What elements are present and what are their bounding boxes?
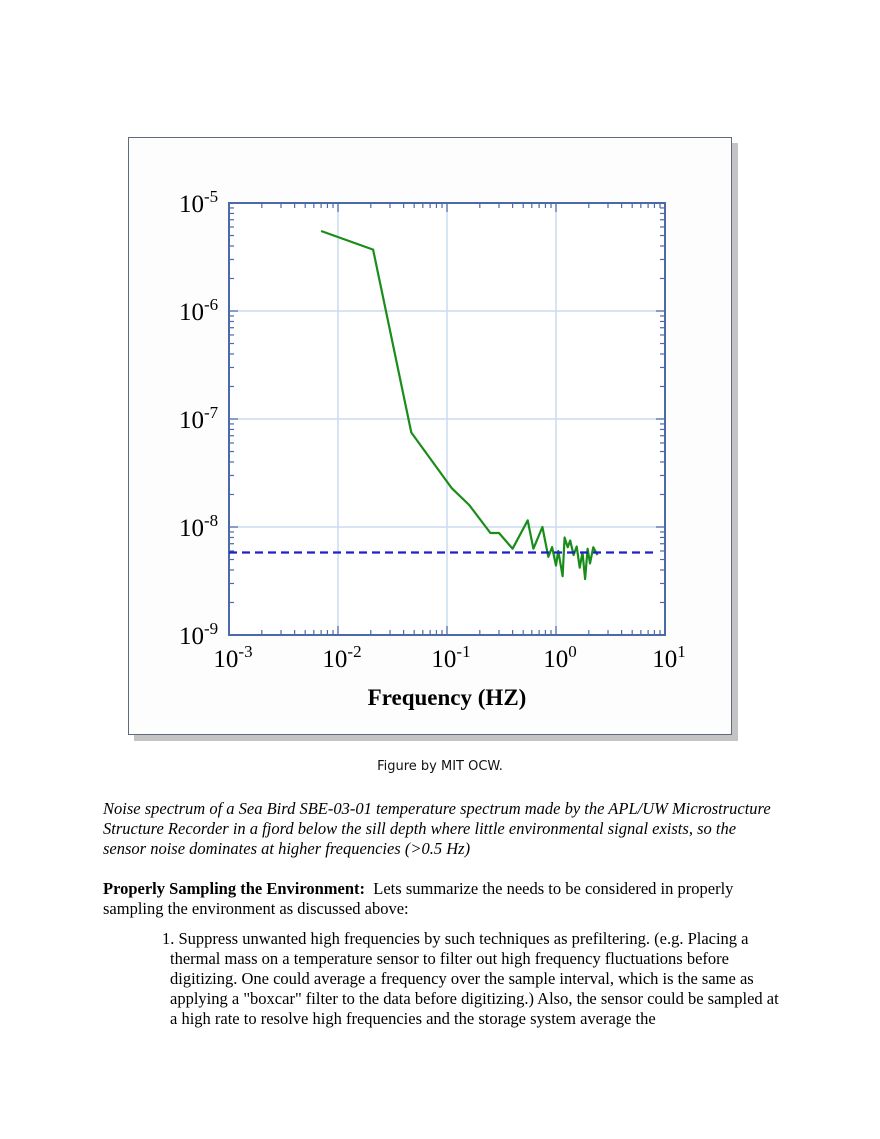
- tick-label-exponent: -7: [204, 403, 219, 422]
- section-paragraph: Properly Sampling the Environment: Lets …: [103, 879, 793, 919]
- tick-label-base: 10: [543, 646, 568, 673]
- tick-label-base: 10: [179, 623, 204, 650]
- tick-label-base: 10: [179, 191, 204, 218]
- tick-label-exponent: -9: [204, 619, 218, 638]
- section-intro: Lets summarize the needs to be considere…: [103, 879, 734, 918]
- list-item-text: Suppress unwanted high frequencies by su…: [170, 929, 779, 1028]
- x-tick-label: 10-3: [213, 642, 252, 673]
- figure-caption: Noise spectrum of a Sea Bird SBE-03-01 t…: [103, 799, 771, 858]
- list-item-number: 1.: [162, 929, 175, 948]
- plot-border: [228, 202, 666, 636]
- figure-credit: Figure by MIT OCW.: [377, 759, 503, 774]
- tick-label-base: 10: [431, 646, 456, 673]
- tick-label-base: 10: [322, 646, 347, 673]
- section-heading: Properly Sampling the Environment:: [103, 879, 366, 898]
- tick-label-exponent: -3: [238, 642, 252, 661]
- x-tick-label: 10-1: [431, 642, 470, 673]
- y-tick-label: 10-7: [179, 403, 219, 434]
- tick-label-base: 10: [652, 646, 677, 673]
- tick-label-exponent: -5: [204, 187, 218, 206]
- y-tick-label: 10-6: [179, 295, 218, 326]
- tick-label-exponent: -8: [204, 511, 218, 530]
- tick-label-exponent: -6: [204, 295, 218, 314]
- tick-label-base: 10: [179, 407, 204, 434]
- x-tick-label: 101: [652, 642, 686, 673]
- tick-label-exponent: 0: [568, 642, 577, 661]
- tick-label-exponent: -1: [456, 642, 470, 661]
- tick-label-exponent: -2: [347, 642, 361, 661]
- x-axis-label: Frequency (HZ): [368, 685, 527, 710]
- noise-spectrum-chart: 10-3 10-2 10-1 100 10110-510-610-710-810-9Fr…: [179, 187, 686, 710]
- list-item: 1. Suppress unwanted high frequencies by…: [162, 929, 780, 1029]
- y-tick-label: 10-9: [179, 619, 218, 650]
- tick-label-base: 10: [213, 646, 238, 673]
- tick-label-base: 10: [179, 299, 204, 326]
- tick-label-exponent: 1: [677, 642, 686, 661]
- x-tick-label: 100: [543, 642, 577, 673]
- tick-label-base: 10: [179, 515, 204, 542]
- x-tick-label: 10-2: [322, 642, 361, 673]
- figure-frame: 10-3 10-2 10-1 100 101 10-5 10-6 10-7 10-8 10-9 Fr…: [128, 137, 732, 735]
- spectrum-line: [320, 229, 599, 581]
- y-tick-label: 10-5: [179, 187, 218, 218]
- y-tick-label: 10-8: [179, 511, 218, 542]
